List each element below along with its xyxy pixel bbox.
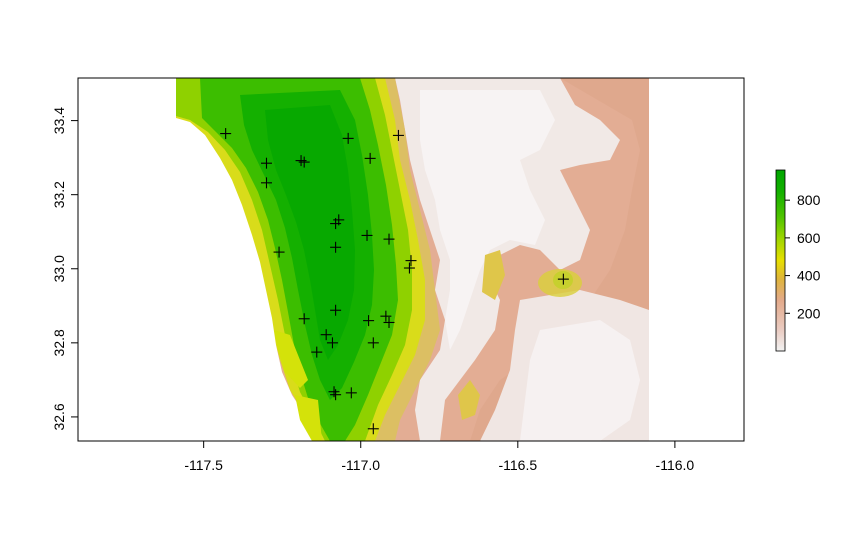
point-marker	[298, 156, 310, 168]
legend-tick-label: 400	[797, 268, 821, 284]
point-marker	[364, 152, 376, 164]
point-marker	[298, 313, 310, 325]
point-marker	[342, 132, 354, 144]
legend-colorbar	[775, 169, 786, 352]
legend-tick-label: 200	[797, 305, 821, 321]
legend-ticks: 200 400 600 800	[785, 192, 821, 321]
point-marker	[392, 129, 404, 141]
raster-zone-white-south	[520, 320, 640, 441]
point-marker	[557, 273, 569, 285]
point-marker	[260, 177, 272, 189]
point-marker	[405, 255, 417, 267]
x-tick-label: -116.5	[498, 457, 537, 473]
x-tick-label: -117.0	[341, 457, 380, 473]
elevation-raster	[176, 78, 649, 441]
point-marker	[328, 386, 340, 398]
point-marker	[330, 241, 342, 253]
x-tick-label: -116.0	[656, 457, 695, 473]
x-tick-label: -117.5	[184, 457, 223, 473]
color-legend: 200 400 600 800	[775, 169, 821, 352]
point-marker	[330, 304, 342, 316]
point-marker	[383, 233, 395, 245]
raster-patch-east-yellow	[538, 269, 582, 297]
y-tick-label: 33.2	[51, 181, 67, 208]
point-marker	[380, 310, 392, 322]
raster-zone-darkgreen-2	[265, 105, 355, 360]
raster-zone-white	[420, 90, 555, 350]
raster-coast-south	[295, 395, 322, 441]
point-marker	[260, 157, 272, 169]
y-tick-label: 33.4	[51, 107, 67, 134]
legend-tick-label: 800	[797, 192, 821, 208]
raster-patch-yellow-e	[482, 250, 505, 300]
point-marker	[367, 423, 379, 435]
raster-ocean	[176, 118, 322, 441]
legend-tick-label: 600	[797, 230, 821, 246]
point-marker	[311, 346, 323, 358]
point-marker	[361, 229, 373, 241]
point-marker	[273, 246, 285, 258]
point-marker	[345, 387, 357, 399]
point-marker	[383, 316, 395, 328]
y-tick-label: 32.6	[51, 403, 67, 430]
plot-frame	[77, 77, 745, 442]
raster-patch-yellow-se	[458, 380, 480, 420]
point-marker	[367, 337, 379, 349]
y-tick-label: 33.0	[51, 255, 67, 282]
point-marker	[363, 315, 375, 327]
x-axis: -117.5 -117.0 -116.5 -116.0	[184, 441, 694, 473]
point-marker	[330, 389, 342, 401]
survey-points	[220, 128, 569, 435]
point-marker	[330, 218, 342, 230]
point-marker	[320, 329, 332, 341]
point-marker	[326, 337, 338, 349]
y-tick-label: 32.8	[51, 329, 67, 356]
point-marker	[220, 128, 232, 140]
y-axis: 32.6 32.8 33.0 33.2 33.4	[51, 107, 78, 431]
raster-peninsula	[274, 330, 308, 388]
point-marker	[403, 262, 415, 274]
